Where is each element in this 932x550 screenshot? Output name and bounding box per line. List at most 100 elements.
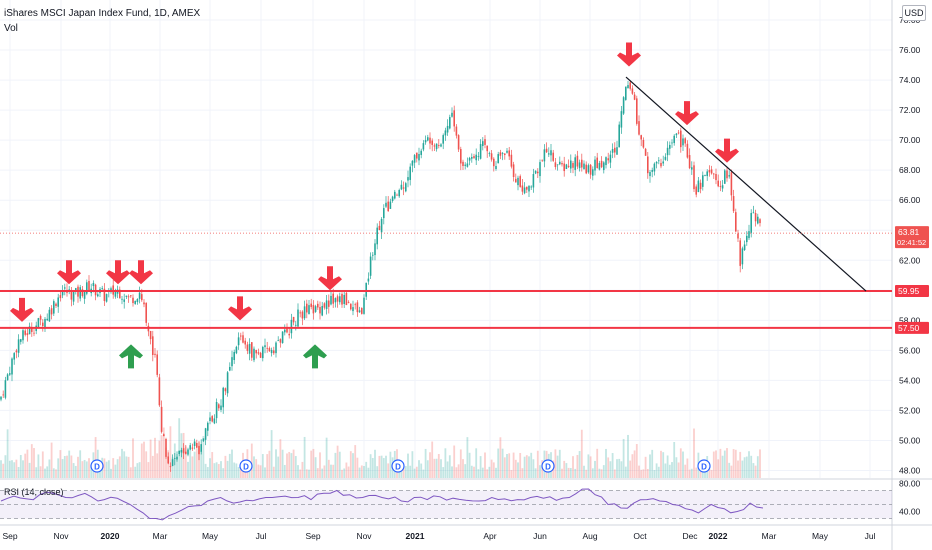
volume-bar-57 (125, 456, 128, 478)
candle-277 (609, 154, 612, 163)
candle-113 (248, 343, 251, 354)
candle-147 (323, 303, 326, 308)
currency-button[interactable]: USD (902, 5, 926, 21)
candle-332 (730, 172, 733, 196)
candle-33 (72, 291, 75, 302)
candle-148 (325, 300, 328, 310)
volume-bar-99 (217, 464, 220, 478)
candle-217 (477, 156, 480, 157)
candle-85 (187, 449, 189, 455)
dividend-label-3: D (545, 463, 551, 472)
candle-71 (156, 354, 158, 375)
volume-bar-66 (145, 451, 148, 478)
candle-323 (710, 169, 713, 174)
candle-262 (576, 155, 579, 167)
candle-273 (600, 160, 603, 168)
volume-bar-97 (213, 463, 216, 478)
volume-bar-340 (748, 451, 750, 478)
candle-59 (130, 295, 132, 297)
candle-322 (708, 170, 711, 173)
candle-144 (317, 303, 319, 308)
volume-bar-342 (752, 463, 755, 478)
candle-110 (242, 335, 244, 343)
candle-234 (515, 178, 517, 183)
candle-152 (334, 298, 337, 303)
candle-155 (341, 293, 343, 305)
candle-241 (530, 186, 532, 188)
candle-19 (42, 322, 44, 327)
candle-311 (684, 138, 686, 144)
candle-201 (442, 135, 444, 144)
volume-bar-137 (301, 461, 304, 478)
candle-213 (468, 157, 471, 161)
volume-bar-240 (528, 456, 530, 478)
candle-264 (581, 159, 583, 168)
volume-bar-293 (644, 456, 647, 478)
candle-63 (138, 292, 141, 299)
volume-bar-127 (279, 439, 282, 478)
volume-bar-168 (369, 454, 372, 478)
candle-318 (699, 182, 702, 190)
volume-bar-101 (222, 468, 225, 478)
candle-121 (266, 347, 268, 349)
volume-bar-94 (206, 467, 209, 478)
volume-bar-114 (250, 443, 253, 478)
volume-bar-128 (281, 449, 284, 478)
candle-166 (365, 282, 367, 297)
candle-303 (666, 147, 669, 156)
volume-bar-113 (248, 466, 251, 478)
volume-bar-323 (710, 469, 713, 478)
arrow-up-9 (119, 344, 143, 369)
candle-128 (281, 331, 284, 344)
volume-bar-289 (635, 444, 638, 478)
volume-bar-260 (572, 456, 574, 478)
time-tick-2: 2020 (101, 531, 120, 541)
candle-192 (422, 143, 425, 150)
dividend-marker-0 (90, 459, 104, 473)
candle-307 (675, 133, 678, 136)
volume-bar-183 (402, 466, 405, 478)
price-tick-3: 72.00 (899, 105, 921, 115)
candle-296 (651, 170, 653, 172)
candle-26 (57, 297, 59, 307)
volume-bar-153 (336, 445, 339, 478)
candle-208 (457, 135, 460, 150)
candle-11 (24, 330, 26, 335)
candle-116 (255, 350, 257, 354)
candle-132 (290, 319, 293, 334)
volume-bar-158 (347, 466, 350, 478)
candle-198 (435, 143, 438, 150)
trendline[interactable] (625, 76, 867, 292)
candle-272 (598, 163, 601, 170)
volume-bar-142 (312, 448, 315, 478)
price-axis: 78.0076.0074.0072.0070.0068.0066.0064.00… (899, 15, 921, 516)
candle-98 (215, 402, 218, 419)
candle-90 (198, 445, 200, 455)
volume-bar-201 (442, 467, 445, 478)
volume-bar-236 (519, 452, 522, 478)
volume-bar-51 (112, 458, 115, 478)
volume-bar-253 (556, 455, 559, 478)
volume-bar-265 (583, 465, 585, 478)
price-tick-12: 54.00 (899, 375, 921, 385)
volume-bar-9 (19, 455, 22, 478)
volume-label[interactable]: Vol (4, 23, 18, 34)
symbol-title[interactable]: iShares MSCI Japan Index Fund, 1D, AMEX (4, 8, 201, 19)
candle-212 (466, 163, 469, 167)
volume-bar-241 (530, 452, 533, 478)
volume-bar-85 (187, 461, 189, 478)
volume-bar-103 (226, 460, 229, 478)
volume-bar-170 (374, 449, 376, 478)
candle-139 (306, 303, 308, 313)
volume-bar-74 (162, 427, 165, 478)
volume-bar-213 (468, 452, 471, 478)
candle-131 (288, 333, 290, 336)
volume-bar-95 (209, 458, 211, 478)
volume-bar-274 (602, 465, 605, 478)
volume-bar-81 (178, 418, 181, 478)
volume-bar-159 (349, 451, 352, 478)
price-tick-15: 48.00 (899, 465, 921, 475)
candle-65 (143, 302, 145, 305)
volume-bar-15 (33, 448, 35, 478)
